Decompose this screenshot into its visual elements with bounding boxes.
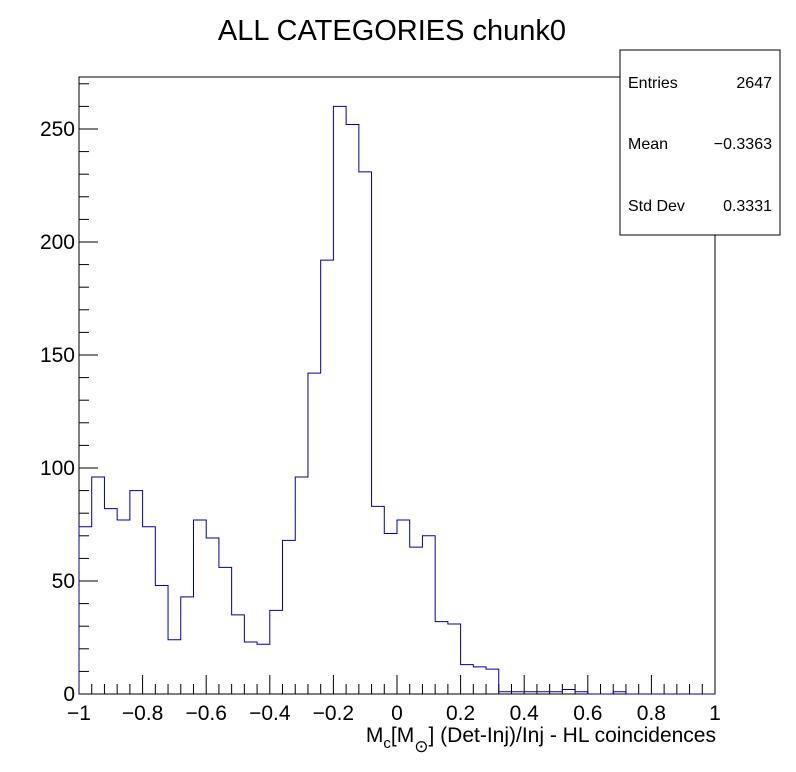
- histogram-bin: [283, 540, 296, 694]
- stats-std-value: 0.3331: [723, 198, 772, 215]
- stats-entries-label: Entries: [628, 75, 678, 92]
- stats-std-label: Std Dev: [628, 198, 685, 215]
- histogram-bin: [92, 477, 105, 694]
- histogram-bin: [270, 610, 283, 694]
- histogram-bin: [448, 624, 461, 694]
- histogram-bin: [181, 597, 194, 694]
- y-tick-label: 150: [40, 344, 75, 367]
- x-label-bracket: [M: [391, 724, 414, 747]
- histogram-bin: [397, 520, 410, 694]
- histogram-outline: [78, 105, 715, 695]
- histogram-bin: [257, 644, 270, 694]
- x-tick-label: −0.6: [185, 702, 226, 725]
- histogram-bin: [372, 506, 385, 694]
- chart-title: ALL CATEGORIES chunk0: [218, 15, 566, 47]
- x-tick-label: 0.4: [510, 702, 540, 725]
- histogram-bin: [308, 373, 321, 694]
- histogram-bin: [206, 538, 219, 694]
- histogram-bin: [295, 477, 308, 694]
- histogram-bin: [155, 586, 168, 694]
- x-tick-label: −1: [67, 702, 91, 725]
- x-tick-label: −0.4: [249, 702, 291, 725]
- histogram-bin: [321, 260, 334, 694]
- histogram-bin: [232, 615, 245, 694]
- x-label-main: M: [366, 724, 384, 747]
- histogram-bin: [384, 534, 397, 694]
- x-axis: −1 −0.8 −0.6 −0.4 −0.2 0 0.2 0.4 0.6 0.8 1: [67, 675, 721, 725]
- histogram-bin: [473, 667, 486, 694]
- y-tick-label: 250: [40, 118, 75, 141]
- stats-box: Entries 2647 Mean −0.3363 Std Dev 0.3331: [619, 49, 781, 236]
- histogram-bin: [410, 547, 423, 694]
- histogram-bin: [333, 106, 346, 694]
- histogram-bin: [346, 124, 359, 694]
- histogram-bin: [143, 527, 156, 694]
- y-tick-label: 0: [63, 683, 75, 706]
- histogram-bin: [117, 520, 130, 694]
- x-tick-label: −0.8: [122, 702, 163, 725]
- histogram-bin: [461, 665, 474, 694]
- x-label-sub2: ⊙: [414, 737, 428, 756]
- histogram-bin: [219, 567, 232, 694]
- stats-mean-label: Mean: [628, 136, 668, 153]
- x-tick-label: 0.2: [446, 702, 475, 725]
- x-tick-label: 0.6: [573, 702, 602, 725]
- histogram-bin: [104, 509, 117, 694]
- histogram-bin: [168, 640, 181, 694]
- y-tick-label: 50: [52, 570, 75, 593]
- histogram-bin: [130, 491, 143, 694]
- x-tick-label: 1: [709, 702, 721, 725]
- stats-entries-value: 2647: [736, 75, 772, 92]
- histogram-bin: [244, 642, 257, 694]
- x-tick-label: 0: [391, 702, 403, 725]
- x-axis-label: Mc[M⊙] (Det-Inj)/Inj - HL coincidences: [366, 724, 716, 756]
- histogram-bin: [193, 520, 206, 694]
- histogram-bin: [422, 536, 435, 694]
- histogram-bin: [486, 669, 499, 694]
- histogram-bin: [435, 622, 448, 694]
- histogram-bin: [562, 689, 575, 694]
- y-tick-label: 100: [40, 457, 75, 480]
- y-axis: 0 50 100 150 200 250: [40, 83, 98, 706]
- x-label-rest: ] (Det-Inj)/Inj - HL coincidences: [429, 724, 717, 747]
- histogram-bin: [79, 527, 92, 694]
- x-label-sub1: c: [383, 735, 391, 752]
- histogram-bins: [79, 106, 626, 694]
- y-tick-label: 200: [40, 231, 75, 254]
- x-tick-label: 0.8: [637, 702, 666, 725]
- stats-mean-value: −0.3363: [714, 136, 772, 153]
- histogram-bin: [359, 172, 372, 694]
- x-tick-label: −0.2: [313, 702, 354, 725]
- stats-box-frame: [619, 49, 781, 236]
